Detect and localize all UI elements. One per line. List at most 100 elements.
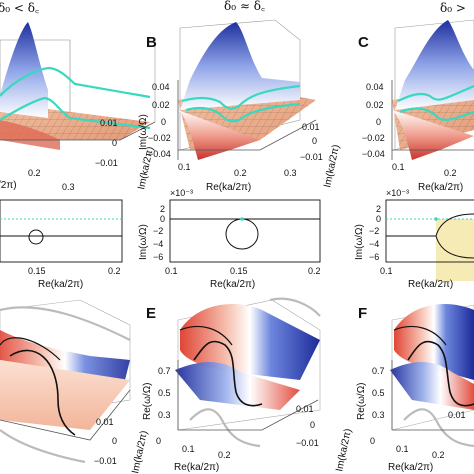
y-tick-1: 0 bbox=[376, 214, 381, 224]
axis-floor bbox=[0, 121, 156, 141]
header-right: δ₀ > bbox=[440, 1, 466, 15]
tick-x-0.2: 0.2 bbox=[28, 168, 41, 178]
tick-y-0: 0 bbox=[112, 138, 117, 148]
panel-b-3d: B 0.04 0.02 0 −0.02 −0.04 Im(ω/Ω) 0.1 0.… bbox=[138, 19, 342, 193]
z-tick-4: −0.04 bbox=[148, 149, 171, 159]
x-label: Re(ka/2π) bbox=[38, 279, 83, 290]
red-valley bbox=[392, 110, 474, 160]
panel-e-3d: E 0.7 0.5 0.3 Re(ω/Ω) 0 0.1 0.2 Re(ka/2π… bbox=[142, 297, 354, 473]
blue-peak bbox=[180, 22, 300, 110]
axis-floor bbox=[178, 119, 317, 151]
red-valley bbox=[178, 110, 260, 160]
z-tick-1: 0.02 bbox=[152, 100, 170, 110]
loop-top bbox=[435, 213, 474, 237]
y-tick-1: 0 bbox=[160, 214, 165, 224]
x-tick-1: 0.1 bbox=[396, 444, 409, 454]
highlight-curve-2 bbox=[0, 96, 151, 130]
x-tick-0: 0.1 bbox=[165, 266, 178, 276]
x-tick-1: 0.2 bbox=[108, 266, 121, 276]
y-tick-2: −2 bbox=[153, 226, 163, 236]
y-tick-0: 0.01 bbox=[302, 122, 320, 132]
z-tick-2: 0 bbox=[161, 117, 166, 127]
upper-surface bbox=[180, 304, 320, 380]
lower-surface bbox=[0, 360, 130, 430]
y-tick-0: 0.01 bbox=[96, 417, 114, 427]
x-tick-2: 0.3 bbox=[284, 168, 297, 178]
z-label: Re(ω/Ω) bbox=[142, 382, 153, 420]
exceptional-point bbox=[434, 217, 438, 221]
y-tick-1: 0 bbox=[310, 420, 315, 430]
x-tick-0: 0.1 bbox=[178, 162, 191, 172]
loop-bottom bbox=[435, 235, 474, 259]
scale-label: ×10⁻³ bbox=[386, 188, 409, 198]
eigen-curve bbox=[9, 349, 76, 436]
x-tick-0: 0.15 bbox=[28, 266, 46, 276]
x-tick-0: 0 bbox=[156, 436, 161, 446]
eigen-curve bbox=[407, 340, 474, 407]
highlight-curve-1 bbox=[397, 84, 474, 102]
z-tick-1: 0.02 bbox=[366, 100, 384, 110]
panel-a-3d: 0.01 0 −0.01 0.2 0.3 /2π) Im(ka/2π) bbox=[0, 22, 156, 192]
x-label: Re(ka/2π) bbox=[388, 462, 433, 473]
exceptional-point bbox=[240, 217, 244, 221]
header-left: δ₀ < δ꜀ bbox=[0, 1, 39, 15]
z-tick-0: 0.04 bbox=[366, 82, 384, 92]
x-tick-2: 0.2 bbox=[308, 266, 321, 276]
y-tick-0: 2 bbox=[160, 204, 165, 214]
panel-label-e: E bbox=[146, 305, 156, 322]
z-tick-2: 0.3 bbox=[158, 410, 171, 420]
y-tick-1: 0 bbox=[312, 136, 317, 146]
x-tick-0: 0.1 bbox=[380, 266, 393, 276]
panel-a-2d: 0.15 0.2 Re(ka/2π) bbox=[0, 199, 123, 290]
z-tick-2: 0.3 bbox=[372, 410, 385, 420]
z-tick-3: −0.02 bbox=[362, 133, 385, 143]
panel-label-b: B bbox=[146, 34, 157, 51]
z-tick-1: 0.5 bbox=[158, 388, 171, 398]
y-tick-3: −4 bbox=[153, 239, 163, 249]
y-tick-3: −4 bbox=[369, 239, 379, 249]
eigen-curve bbox=[193, 340, 263, 407]
y-tick-2: −2 bbox=[369, 226, 379, 236]
scale-label: ×10⁻³ bbox=[170, 188, 193, 198]
z-tick-3: −0.02 bbox=[148, 133, 171, 143]
tick-y-neg: −0.01 bbox=[95, 158, 118, 168]
y-tick-2: −0.01 bbox=[296, 438, 319, 448]
y-label: Im(ω/Ω) bbox=[138, 224, 149, 260]
y-tick-1: 0 bbox=[112, 436, 117, 446]
y-tick-2: −0.01 bbox=[300, 152, 323, 162]
y-label: Im(ka/2π) bbox=[334, 428, 354, 473]
panel-label-c: C bbox=[358, 34, 369, 51]
y-label: Im(ka/2π) bbox=[322, 144, 342, 189]
z-tick-2: 0 bbox=[376, 117, 381, 127]
x-tick-0: 0.1 bbox=[392, 162, 405, 172]
x-label: Re(ka/2π) bbox=[418, 182, 463, 193]
z-tick-0: 0.04 bbox=[152, 82, 170, 92]
x-tick-0: 0 bbox=[370, 436, 375, 446]
highlight-curve-2 bbox=[185, 102, 301, 123]
x-label: /2π) bbox=[0, 180, 17, 191]
red-valley bbox=[0, 120, 60, 150]
shaded-region bbox=[436, 219, 474, 281]
panel-b-2d: ×10⁻³ 2 0 −2 −4 −6 Im(ω/Ω) 0.1 0.15 0.2 … bbox=[138, 188, 321, 290]
x-tick-1: 0.1 bbox=[182, 444, 195, 454]
upper-surface bbox=[0, 330, 130, 380]
z-tick-0: 0.7 bbox=[158, 366, 171, 376]
x-tick-1: 0.2 bbox=[234, 168, 247, 178]
y-tick-0: 0.01 bbox=[296, 404, 314, 414]
panel-c-3d: C 0.04 0.02 0 −0.02 −0.04 0.1 0.2 Re(ka/… bbox=[358, 19, 474, 193]
x-tick-1: 0.15 bbox=[230, 266, 248, 276]
panel-f-3d: F 0.7 0.5 0.3 Re(ω/Ω) 0 0.1 0.2 Re(ka/2π… bbox=[356, 304, 474, 473]
header-middle: δ₀ ≈ δ꜀ bbox=[224, 0, 265, 13]
highlight-curve-1 bbox=[0, 66, 151, 99]
y-tick-0: 0.01 bbox=[448, 410, 466, 420]
blue-peak bbox=[395, 20, 474, 110]
x-tick-2: 0.2 bbox=[218, 450, 231, 460]
z-tick-1: 0.5 bbox=[372, 388, 385, 398]
lower-surface bbox=[175, 362, 300, 410]
loop bbox=[225, 218, 259, 250]
x-tick-1: 0.2 bbox=[444, 168, 457, 178]
x-label: Re(ka/2π) bbox=[408, 279, 453, 290]
blue-peak bbox=[0, 22, 48, 118]
